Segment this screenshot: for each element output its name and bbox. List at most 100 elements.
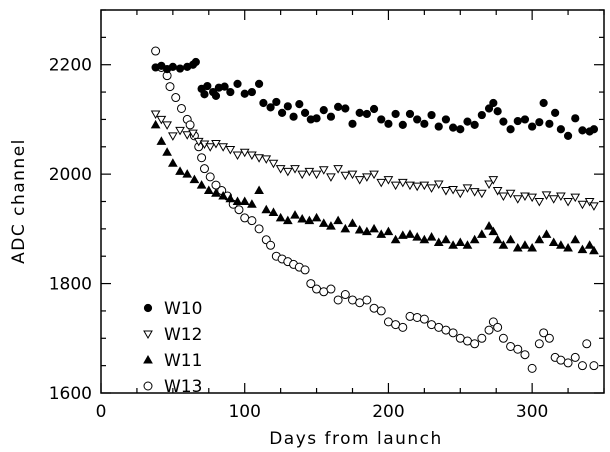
legend-label: W11 bbox=[164, 351, 202, 371]
data-point bbox=[455, 237, 466, 247]
data-point bbox=[455, 189, 466, 199]
data-point bbox=[326, 112, 336, 121]
data-point bbox=[570, 352, 580, 362]
data-point bbox=[498, 333, 508, 343]
legend: W10 W12 W11 W13 bbox=[143, 299, 202, 397]
y-axis-title: ADC channel bbox=[9, 138, 29, 264]
data-point bbox=[563, 131, 573, 140]
data-point bbox=[582, 339, 592, 349]
data-point bbox=[448, 240, 458, 249]
data-point bbox=[362, 173, 372, 182]
data-point bbox=[275, 212, 286, 222]
data-point bbox=[544, 333, 554, 343]
data-point bbox=[311, 212, 322, 222]
legend-marker bbox=[143, 381, 153, 391]
data-point bbox=[563, 358, 573, 368]
data-point bbox=[348, 119, 357, 128]
data-point bbox=[289, 112, 298, 121]
data-point bbox=[211, 140, 221, 149]
data-point bbox=[162, 121, 172, 130]
data-point bbox=[426, 232, 437, 241]
data-point bbox=[584, 198, 595, 207]
data-point bbox=[185, 120, 195, 130]
data-point bbox=[150, 119, 161, 129]
data-point bbox=[570, 193, 581, 203]
x-tick-label: 200 bbox=[372, 402, 404, 422]
series-w12 bbox=[150, 110, 599, 211]
data-point bbox=[150, 110, 161, 119]
legend-marker bbox=[143, 303, 153, 313]
data-point bbox=[165, 82, 175, 92]
data-point bbox=[247, 87, 256, 97]
data-point bbox=[254, 79, 264, 88]
data-point bbox=[505, 234, 516, 244]
data-point bbox=[556, 125, 565, 134]
data-point bbox=[441, 187, 451, 196]
data-point bbox=[513, 116, 522, 126]
data-point bbox=[347, 170, 358, 180]
data-point bbox=[354, 224, 365, 234]
data-point bbox=[333, 215, 343, 225]
data-point bbox=[297, 214, 308, 223]
data-point bbox=[488, 176, 499, 185]
data-point bbox=[318, 218, 329, 227]
legend-label: W10 bbox=[164, 299, 202, 319]
data-point bbox=[326, 284, 336, 294]
data-point bbox=[311, 170, 322, 180]
data-point bbox=[419, 314, 429, 324]
x-tick-label: 0 bbox=[96, 402, 107, 422]
data-point bbox=[234, 205, 244, 215]
data-point bbox=[369, 104, 379, 114]
data-point bbox=[275, 165, 286, 174]
data-point bbox=[391, 109, 400, 119]
data-point bbox=[488, 226, 499, 236]
data-point bbox=[225, 193, 236, 203]
data-point bbox=[191, 57, 200, 67]
data-point bbox=[182, 131, 193, 140]
data-point bbox=[397, 230, 408, 239]
data-point bbox=[362, 109, 371, 119]
data-point bbox=[384, 119, 393, 128]
data-point bbox=[413, 115, 422, 124]
data-point bbox=[341, 104, 350, 113]
data-point bbox=[528, 122, 537, 131]
data-point bbox=[441, 115, 451, 124]
data-point bbox=[232, 196, 243, 205]
data-point bbox=[266, 240, 276, 250]
data-point bbox=[484, 180, 494, 189]
data-point bbox=[520, 192, 530, 202]
data-point bbox=[239, 196, 250, 205]
data-point bbox=[196, 180, 207, 189]
data-point bbox=[268, 159, 279, 169]
data-point bbox=[282, 215, 293, 225]
data-point bbox=[589, 125, 599, 134]
data-point bbox=[225, 146, 236, 155]
data-point bbox=[318, 166, 329, 175]
data-point bbox=[462, 240, 473, 249]
data-point bbox=[527, 242, 538, 252]
data-point bbox=[541, 229, 552, 238]
data-point bbox=[499, 117, 508, 126]
data-point bbox=[261, 155, 272, 164]
data-point bbox=[254, 224, 264, 234]
data-point bbox=[498, 192, 509, 202]
data-point bbox=[306, 279, 316, 289]
data-point bbox=[571, 114, 580, 123]
data-point bbox=[505, 189, 516, 199]
data-point bbox=[300, 108, 310, 117]
data-point bbox=[556, 240, 566, 249]
data-point bbox=[470, 120, 479, 130]
data-point bbox=[563, 242, 573, 252]
data-point bbox=[589, 361, 599, 371]
data-point bbox=[156, 136, 167, 145]
data-point bbox=[577, 361, 587, 371]
data-point bbox=[211, 91, 221, 101]
data-point bbox=[233, 79, 242, 88]
data-point bbox=[397, 178, 408, 188]
data-point bbox=[167, 158, 178, 167]
data-point bbox=[534, 234, 545, 244]
data-point bbox=[377, 115, 386, 124]
data-point bbox=[589, 245, 599, 255]
legend-label: W13 bbox=[164, 377, 202, 397]
